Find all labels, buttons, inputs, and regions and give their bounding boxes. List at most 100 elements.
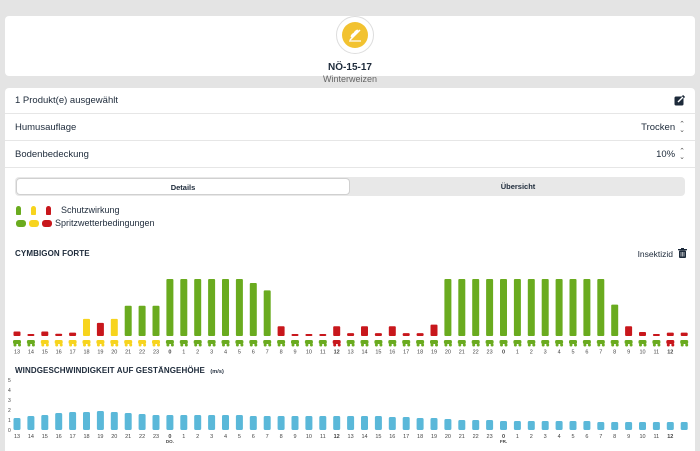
- hour-tick-label: 5: [571, 434, 574, 440]
- tractor-wheel-icon: [435, 343, 438, 347]
- tab-details[interactable]: Details: [16, 178, 350, 195]
- wind-bar: [96, 411, 104, 430]
- wind-bar: [361, 416, 368, 430]
- tractor-wheel-icon: [421, 343, 425, 347]
- spray-tractor-icon: [54, 340, 63, 344]
- tractor-wheel-icon: [296, 343, 299, 347]
- tractor-wheel-icon: [407, 343, 411, 347]
- hour-tick-label: 8: [280, 350, 283, 356]
- hour-tick-label: 16: [389, 434, 395, 440]
- wind-bar: [611, 422, 619, 430]
- wind-bar: [652, 422, 660, 430]
- hour-tick-label: 10: [306, 434, 312, 440]
- hour-tick-label: 21: [459, 350, 465, 356]
- spray-tractor-icon: [277, 340, 286, 344]
- hour-tick-label: 19: [431, 350, 437, 356]
- tractor-wheel-icon: [170, 343, 174, 347]
- wind-bar: [222, 415, 229, 430]
- tractor-wheel-icon: [157, 343, 160, 347]
- hour-tick-label: 22: [139, 434, 145, 440]
- wind-bar: [527, 421, 535, 430]
- tractor-wheel-icon: [208, 343, 212, 347]
- hour-tick-label: 13: [348, 434, 354, 440]
- tractor-wheel-icon: [212, 343, 216, 347]
- wind-bar: [416, 418, 424, 430]
- wind-bar: [555, 421, 563, 430]
- hour-tick-label: 10: [306, 350, 312, 356]
- tractor-wheel-icon: [458, 343, 462, 347]
- wind-bar: [110, 412, 118, 430]
- hour-tick-label: 5: [238, 350, 241, 356]
- protection-bar: [96, 322, 104, 336]
- spray-tractor-icon: [124, 340, 133, 344]
- wind-bar: [305, 416, 313, 430]
- hour-tick-label: 7: [266, 350, 269, 356]
- wind-bar: [625, 422, 633, 430]
- wind-y-tick-label: 5: [8, 378, 11, 384]
- wind-bar: [680, 422, 688, 430]
- hour-tick-label: 23: [487, 350, 493, 356]
- wind-title: WINDGESCHWINDIGKEIT AUF GESTÄNGEHÖHE (m/…: [15, 366, 224, 375]
- hour-tick-label: 12: [334, 350, 340, 356]
- spray-tractor-icon: [582, 340, 591, 344]
- wind-bar: [472, 420, 480, 430]
- edit-icon[interactable]: [674, 95, 685, 106]
- wind-bar: [41, 415, 49, 430]
- humus-row[interactable]: Humusauflage Trocken ⌃ ⌄: [5, 115, 695, 141]
- protection-bar: [569, 279, 577, 336]
- crop-name: Winterweizen: [322, 74, 378, 84]
- tractor-wheel-icon: [309, 343, 313, 347]
- wind-bar: [402, 417, 410, 430]
- tractor-wheel-icon: [527, 343, 531, 347]
- tractor-wheel-icon: [462, 343, 466, 347]
- day-label: DO.: [166, 355, 174, 356]
- spray-tractor-icon: [402, 340, 411, 344]
- spray-tractor-icon: [13, 340, 21, 344]
- hour-tick-label: 18: [417, 434, 423, 440]
- tractor-wheel-icon: [402, 343, 406, 347]
- protection-bar: [194, 279, 202, 336]
- hour-tick-label: 8: [613, 350, 616, 356]
- wind-bar: [500, 421, 507, 430]
- tractor-wheel-icon: [55, 343, 59, 347]
- hour-tick-label: 11: [654, 434, 660, 440]
- tractor-wheel-icon: [444, 343, 448, 347]
- hour-tick-label: 4: [558, 434, 561, 440]
- tractor-wheel-icon: [518, 343, 522, 347]
- spray-tractor-icon: [541, 340, 550, 344]
- hour-tick-label: 17: [403, 350, 409, 356]
- hour-tick-label: 9: [293, 434, 296, 440]
- coverage-row[interactable]: Bodenbedeckung 10% ⌃ ⌄: [5, 142, 695, 168]
- hour-tick-label: 18: [83, 350, 89, 356]
- spray-tractor-icon: [138, 340, 147, 344]
- protection-bar: [444, 279, 452, 336]
- wind-bar: [333, 416, 341, 430]
- spray-tractor-icon: [221, 340, 230, 344]
- hour-tick-label: 3: [544, 350, 547, 356]
- hour-tick-label: 2: [196, 350, 199, 356]
- wind-y-tick-label: 3: [8, 398, 11, 404]
- hour-tick-label: 22: [139, 350, 145, 356]
- updown-chevron-icon: ⌃ ⌄: [679, 120, 685, 134]
- hour-tick-label: 14: [361, 350, 367, 356]
- hour-tick-label: 15: [375, 350, 381, 356]
- trash-icon[interactable]: [678, 248, 687, 260]
- tractor-wheel-icon: [500, 343, 503, 347]
- product-selection-row[interactable]: 1 Produkt(e) ausgewählt: [5, 88, 695, 114]
- hour-tick-label: 20: [111, 350, 117, 356]
- wind-y-tick-label: 4: [8, 388, 11, 394]
- yellow-tractor-icon: [29, 219, 39, 227]
- tractor-wheel-icon: [249, 343, 253, 347]
- hour-tick-label: 22: [473, 350, 479, 356]
- tab-overview[interactable]: Übersicht: [500, 182, 536, 191]
- wind-bar: [180, 415, 188, 430]
- protection-bar: [110, 318, 118, 336]
- protection-bar: [597, 279, 605, 336]
- wind-bar: [486, 420, 494, 430]
- wind-bar: [291, 416, 299, 430]
- wind-bar: [374, 416, 382, 430]
- hour-tick-label: 7: [599, 350, 602, 356]
- protection-bar: [319, 334, 327, 336]
- protection-bar: [222, 279, 229, 336]
- wind-y-tick-label: 2: [8, 408, 11, 414]
